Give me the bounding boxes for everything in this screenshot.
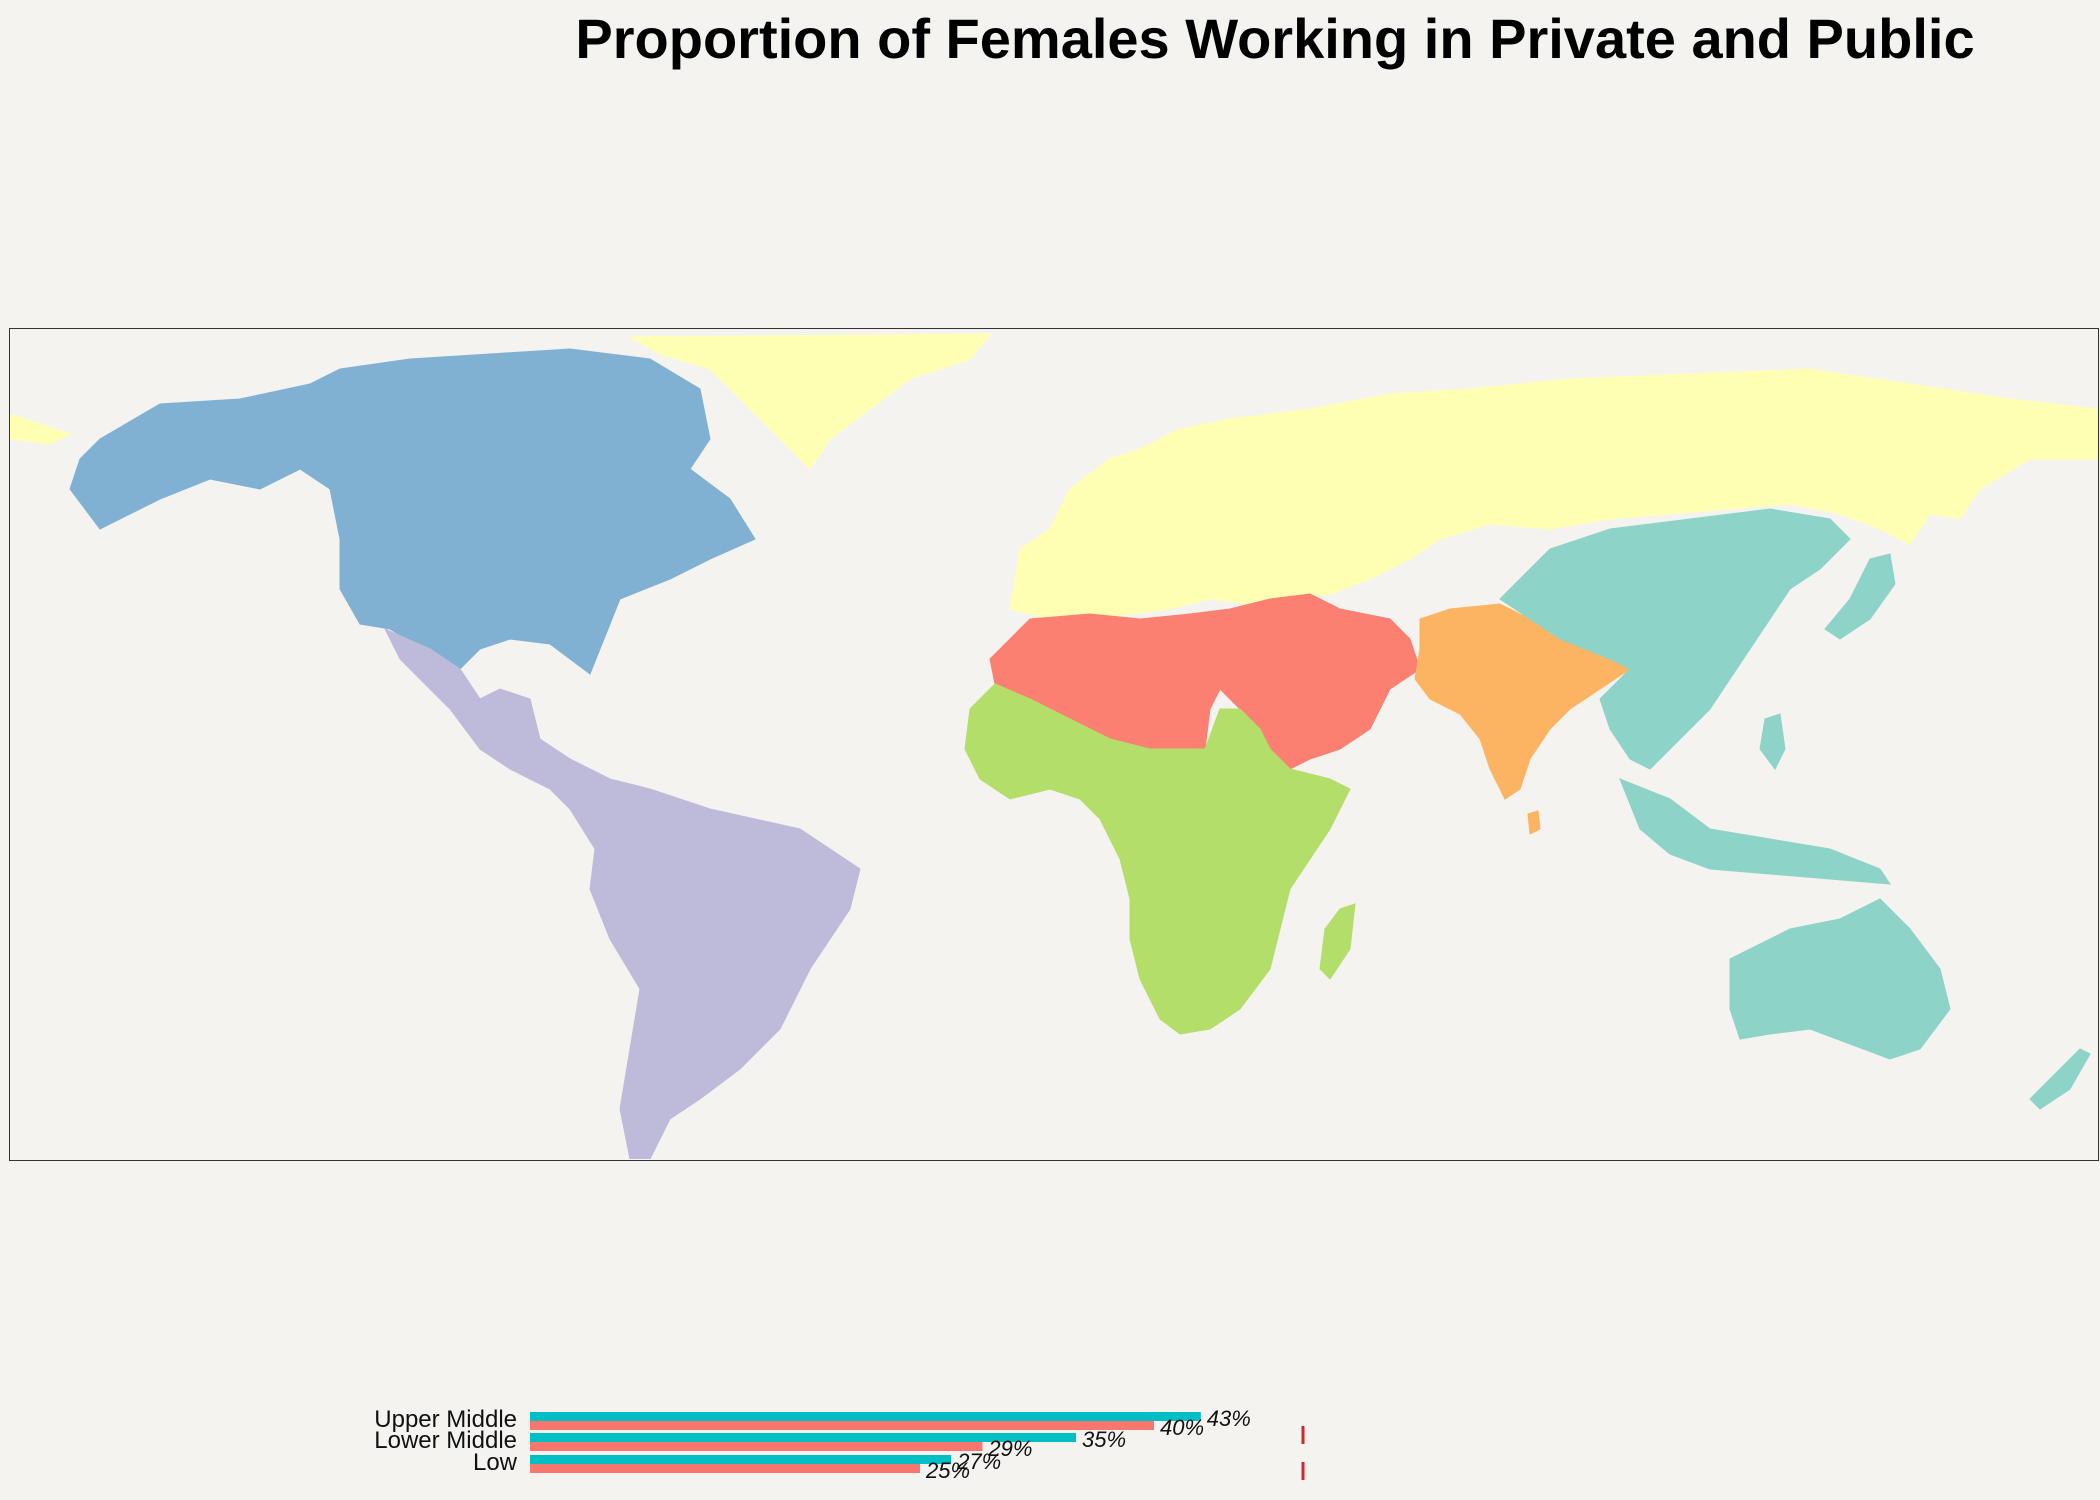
category-label-low: Low bbox=[473, 1449, 518, 1476]
bar-upper-middle-series-2 bbox=[530, 1421, 1154, 1430]
region-latin-america bbox=[383, 627, 861, 1159]
region-new-zealand bbox=[2029, 1048, 2091, 1110]
value-label-low-series-2: 25% bbox=[925, 1458, 970, 1483]
region-japan bbox=[1824, 553, 1896, 640]
region-alaska-tip bbox=[10, 413, 72, 445]
region-sri-lanka bbox=[1527, 810, 1541, 835]
world-map bbox=[9, 328, 2099, 1161]
value-label-lower-middle-series-1: 35% bbox=[1082, 1427, 1126, 1452]
region-sub-saharan-africa bbox=[964, 683, 1351, 1035]
region-greenland bbox=[628, 333, 992, 470]
region-east-asia-pacific bbox=[1499, 508, 1851, 770]
category-label-upper-middle: Upper Middle bbox=[374, 1406, 517, 1433]
bar-lower-middle-series-1 bbox=[530, 1433, 1076, 1442]
region-philippines bbox=[1759, 713, 1786, 770]
chart-title: Proportion of Females Working in Private… bbox=[575, 7, 1975, 70]
income-bar-chart: Upper Middle 43% 40% Lower Middle 35% 29% Low 2… bbox=[0, 1400, 2100, 1500]
bar-low-series-1 bbox=[530, 1455, 952, 1464]
category-label-lower-middle: Lower Middle bbox=[374, 1427, 517, 1454]
bar-low-series-2 bbox=[530, 1464, 920, 1473]
region-madagascar bbox=[1319, 903, 1356, 980]
region-north-america bbox=[69, 348, 756, 675]
bar-lower-middle-series-2 bbox=[530, 1442, 983, 1451]
value-label-upper-middle-series-1: 43% bbox=[1207, 1406, 1251, 1431]
region-australia bbox=[1729, 898, 1951, 1060]
value-label-low-series-1: 27% bbox=[956, 1449, 1001, 1474]
world-map-canvas bbox=[10, 333, 2097, 1159]
bar-chart-canvas: Upper Middle 43%40% Lower Middle 35% 29% Low 2… bbox=[374, 1406, 1305, 1483]
region-indonesia bbox=[1619, 778, 1891, 885]
bar-upper-middle-series-1 bbox=[530, 1412, 1201, 1421]
value-label-upper-middle-series-2: 40% bbox=[1160, 1415, 1204, 1440]
value-label-lower-middle-series-2: 29% bbox=[987, 1436, 1032, 1461]
